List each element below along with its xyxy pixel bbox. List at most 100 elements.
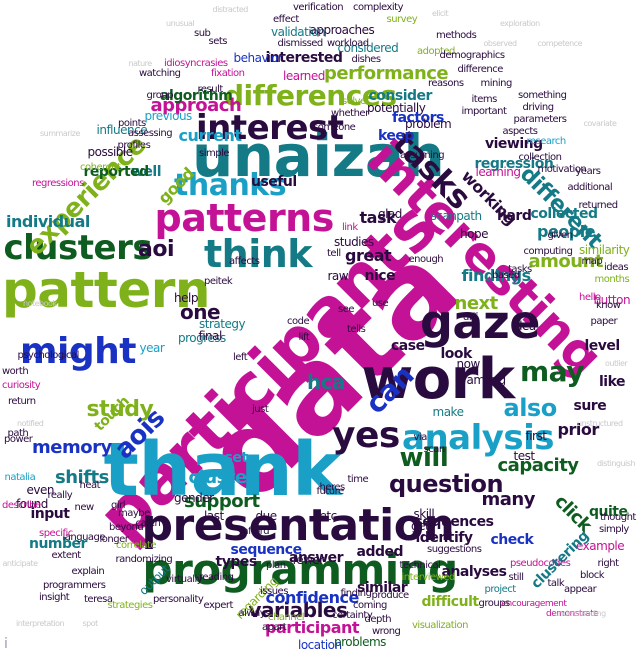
cloud-word: watching (139, 68, 181, 79)
cloud-word: reported (83, 164, 150, 180)
cloud-word: complexity (353, 2, 404, 13)
cloud-word: produce (371, 590, 410, 601)
cloud-word: encouragement (501, 598, 567, 609)
cloud-word: button (593, 293, 631, 307)
cloud-word: really (47, 490, 73, 501)
cloud-word: path (7, 428, 29, 439)
cloud-word: given (547, 230, 574, 241)
cloud-word: result (197, 84, 224, 95)
cloud-word: factors (392, 110, 444, 126)
cloud-word: influence (96, 123, 148, 137)
cloud-word: possible (87, 145, 134, 159)
cloud-word: programmers (43, 580, 106, 591)
cloud-word: thought (600, 512, 636, 523)
cloud-word: coherent (80, 162, 121, 173)
cloud-word: know (596, 300, 621, 311)
cloud-word: get (411, 519, 430, 533)
cloud-word: hello (579, 292, 601, 303)
cloud-word: personality (153, 594, 204, 605)
cloud-word: answer (289, 550, 344, 566)
cloud-word: expert (203, 600, 234, 611)
cloud-word: sub (194, 28, 211, 39)
cloud-word: thank (103, 427, 342, 513)
cloud-word: may (520, 355, 584, 388)
cloud-word: found (16, 497, 48, 511)
cloud-word: enough (408, 254, 444, 265)
cloud-word: reading (199, 572, 234, 583)
cloud-word: set (224, 450, 249, 466)
cloud-word: block (580, 570, 605, 581)
cloud-word: among (466, 373, 507, 387)
cloud-word: aspects (502, 126, 538, 137)
cloud-word: virtually (166, 574, 203, 585)
cloud-word: demographics (439, 50, 506, 61)
cloud-word: psychological (17, 350, 80, 361)
cloud-word: finding (340, 588, 372, 599)
cloud-word: gaze (420, 295, 540, 349)
cloud-word: items (471, 94, 498, 105)
cloud-word: analysis (402, 418, 555, 458)
cloud-word: coming (353, 600, 387, 611)
cloud-word: diff (463, 312, 478, 323)
cloud-word: driving (522, 102, 555, 113)
cloud-word: yes (332, 415, 400, 456)
cloud-word: level (584, 338, 621, 354)
cloud-word: pseudocodes (510, 558, 571, 569)
cloud-word-faint: distracted (212, 5, 249, 14)
cloud-word: new (74, 502, 95, 513)
cloud-word: one (180, 300, 221, 324)
cloud-word: great (345, 246, 392, 265)
cloud-word: click (549, 490, 596, 537)
cloud-word: even (26, 483, 55, 497)
cloud-word: apart (262, 622, 287, 633)
cloud-word: support (184, 491, 260, 512)
cloud-word: hca (307, 370, 346, 394)
cloud-word: memory (32, 437, 112, 458)
cloud-word: extent (51, 550, 82, 561)
cloud-word: catch (135, 518, 161, 529)
cloud-word: similar (357, 580, 408, 596)
cloud-word: dishes (351, 54, 382, 65)
cloud-word: approaches (309, 23, 375, 37)
cloud-word: look (440, 346, 473, 362)
cloud-word: help (174, 291, 198, 305)
cloud-word: randomizing (115, 554, 173, 565)
cloud-word: someone (313, 122, 356, 133)
cloud-word: profiles (117, 140, 151, 151)
cloud-word: groups (478, 598, 511, 609)
cloud-word: teresa (84, 594, 113, 605)
cloud-word-faint: anticipate (2, 559, 39, 568)
cloud-word: raw (327, 269, 349, 283)
cloud-word-faint: distinguish (597, 459, 636, 468)
cloud-word: motivation (537, 164, 587, 175)
cloud-word: final (198, 329, 223, 343)
cloud-word: fixation (211, 68, 245, 79)
cloud-word: years (575, 166, 602, 177)
cloud-word: adopted (417, 46, 455, 57)
cloud-word: points (118, 118, 146, 129)
cloud-word: hard (497, 208, 532, 224)
cloud-word: language (62, 532, 106, 543)
cloud-word: wrong (372, 626, 401, 637)
cloud-word: well (131, 164, 162, 180)
cloud-word: whether (331, 108, 369, 119)
cloud-word: time (347, 474, 369, 485)
corner-mark: i (4, 636, 8, 652)
cloud-word: regressions (32, 178, 84, 189)
cloud-word-faint: elicit (432, 9, 449, 18)
cloud-word-faint: notebook (23, 299, 57, 308)
cloud-word: input (30, 506, 70, 522)
cloud-word: verification (293, 2, 344, 13)
cloud-word: assuming (400, 150, 445, 161)
cloud-word: previous (144, 109, 193, 123)
cloud-word: variables (248, 598, 348, 622)
cloud-word: strategies (107, 600, 153, 611)
cloud-word: natalia (4, 472, 36, 483)
cloud-word: computing (523, 246, 573, 257)
cloud-word: skill (413, 507, 435, 521)
cloud-word: clusters (3, 228, 153, 268)
cloud-word: study (86, 397, 154, 422)
cloud-word: maybe (118, 508, 150, 519)
cloud-word: consider (368, 88, 433, 104)
cloud-word: also (503, 394, 558, 422)
